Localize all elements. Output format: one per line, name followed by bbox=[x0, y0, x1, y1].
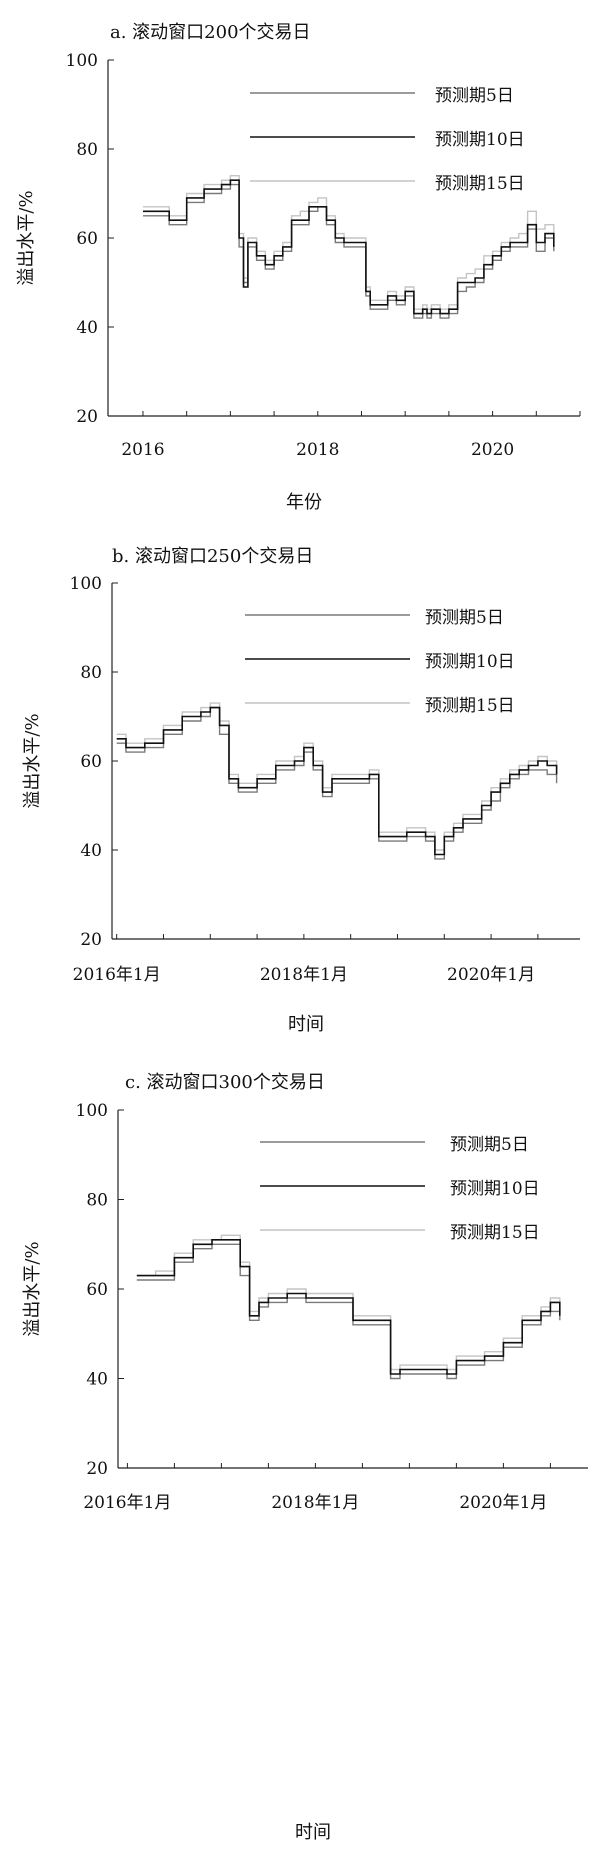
y-axis-title: 溢出水平/% bbox=[22, 1241, 43, 1336]
x-axis-title: 年份 bbox=[286, 492, 322, 513]
y-tick-label: 100 bbox=[76, 1101, 108, 1121]
legend-label: 预测期15日 bbox=[435, 174, 525, 194]
legend-label: 预测期5日 bbox=[435, 86, 514, 106]
series-line-1 bbox=[143, 179, 555, 315]
y-tick-label: 20 bbox=[76, 407, 98, 427]
legend-label: 预测期10日 bbox=[425, 652, 515, 672]
y-tick-label: 40 bbox=[76, 318, 98, 338]
y-axis-title: 溢出水平/% bbox=[22, 713, 43, 808]
y-axis-title: 溢出水平/% bbox=[16, 190, 37, 285]
x-tick-label: 2018 bbox=[296, 440, 339, 460]
y-tick-label: 20 bbox=[86, 1459, 108, 1479]
series-line-1 bbox=[136, 1239, 561, 1375]
chart-panel-0: a. 滚动窗口200个交易日 20 40 60 80 100 2016 2018 2020 年份 溢… bbox=[16, 22, 581, 513]
y-tick-label: 60 bbox=[80, 752, 102, 772]
x-tick-label: 2020年1月 bbox=[459, 1493, 547, 1513]
x-tick-label: 2016年1月 bbox=[73, 965, 161, 985]
y-tick-label: 80 bbox=[80, 663, 102, 683]
y-tick-label: 60 bbox=[76, 229, 98, 249]
y-tick-label: 100 bbox=[70, 574, 102, 594]
y-tick-label: 40 bbox=[86, 1370, 108, 1390]
chart-panel-1: b. 滚动窗口250个交易日 20 40 60 80 100 2016年1月 2018年1月 2… bbox=[22, 546, 580, 1035]
x-tick-label: 2018年1月 bbox=[260, 965, 348, 985]
y-tick-label: 20 bbox=[80, 930, 102, 950]
series-line-1 bbox=[116, 706, 558, 856]
chart-title: b. 滚动窗口250个交易日 bbox=[112, 546, 313, 567]
chart-title: c. 滚动窗口300个交易日 bbox=[125, 1072, 325, 1093]
series-line-2 bbox=[116, 702, 558, 851]
y-tick-label: 40 bbox=[80, 841, 102, 861]
x-axis-title: 时间 bbox=[288, 1014, 324, 1035]
y-tick-label: 80 bbox=[76, 140, 98, 160]
y-tick-label: 100 bbox=[66, 51, 98, 71]
x-tick-label: 2018年1月 bbox=[271, 1493, 359, 1513]
x-tick-label: 2016年1月 bbox=[83, 1493, 171, 1513]
series-line-0 bbox=[136, 1243, 561, 1380]
legend-label: 预测期15日 bbox=[425, 696, 515, 716]
legend-label: 预测期10日 bbox=[450, 1179, 540, 1199]
legend-label: 预测期10日 bbox=[435, 130, 525, 150]
legend-label: 预测期15日 bbox=[450, 1223, 540, 1243]
chart-title: a. 滚动窗口200个交易日 bbox=[110, 22, 311, 43]
legend-label: 预测期5日 bbox=[450, 1135, 529, 1155]
legend-label: 预测期5日 bbox=[425, 608, 504, 628]
x-axis-title: 时间 bbox=[295, 1822, 331, 1843]
x-tick-label: 2020 bbox=[471, 440, 514, 460]
chart-panel-2: c. 滚动窗口300个交易日 20 40 60 80 100 2016年1月 2018年1月 2… bbox=[22, 1072, 588, 1843]
y-tick-label: 60 bbox=[86, 1280, 108, 1300]
x-tick-label: 2016 bbox=[121, 440, 164, 460]
x-tick-label: 2020年1月 bbox=[447, 965, 535, 985]
y-tick-label: 80 bbox=[86, 1191, 108, 1211]
